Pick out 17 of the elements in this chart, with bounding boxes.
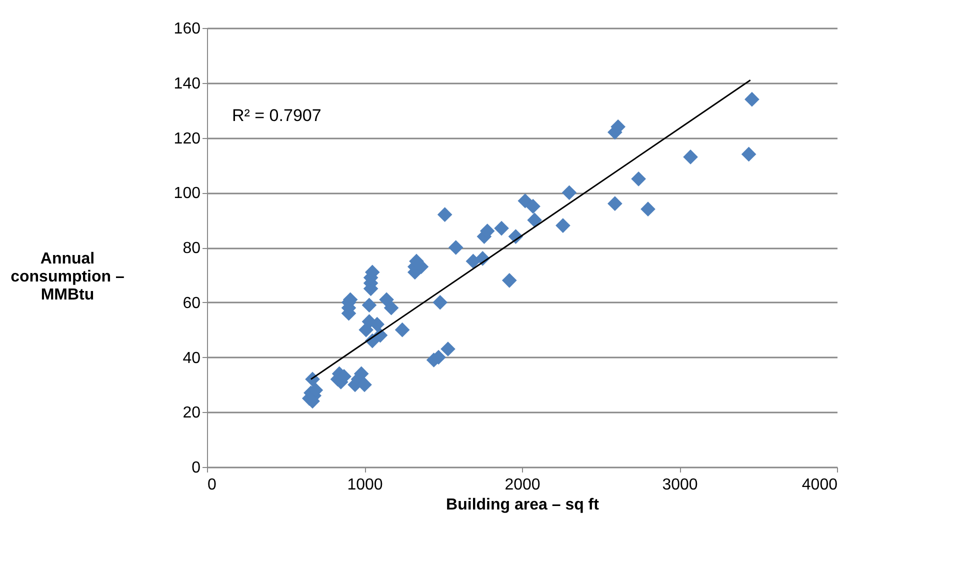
y-tick-label: 160: [174, 20, 201, 38]
y-tick-label: 0: [192, 460, 201, 476]
x-tick-label: 0: [208, 476, 216, 494]
x-tick-label: 2000: [504, 476, 540, 494]
y-tick-label: 80: [182, 240, 201, 257]
y-tick-label: 40: [182, 350, 201, 367]
x-tick-label: 4000: [802, 476, 838, 494]
y-tick-label: 60: [182, 294, 201, 312]
y-tick-label: 120: [174, 130, 201, 148]
y-tick-label: 100: [174, 185, 201, 202]
annotation: R² = 0.7907: [232, 106, 322, 125]
y-tick-label: 20: [182, 404, 201, 422]
y-tick-label: 140: [174, 75, 201, 92]
x-tick-label: 1000: [347, 476, 383, 494]
x-axis-title: Building area – sq ft: [446, 496, 600, 514]
y-axis-title: Annual consumption – MMBtu: [10, 250, 124, 304]
x-tick-label: 3000: [662, 476, 698, 494]
